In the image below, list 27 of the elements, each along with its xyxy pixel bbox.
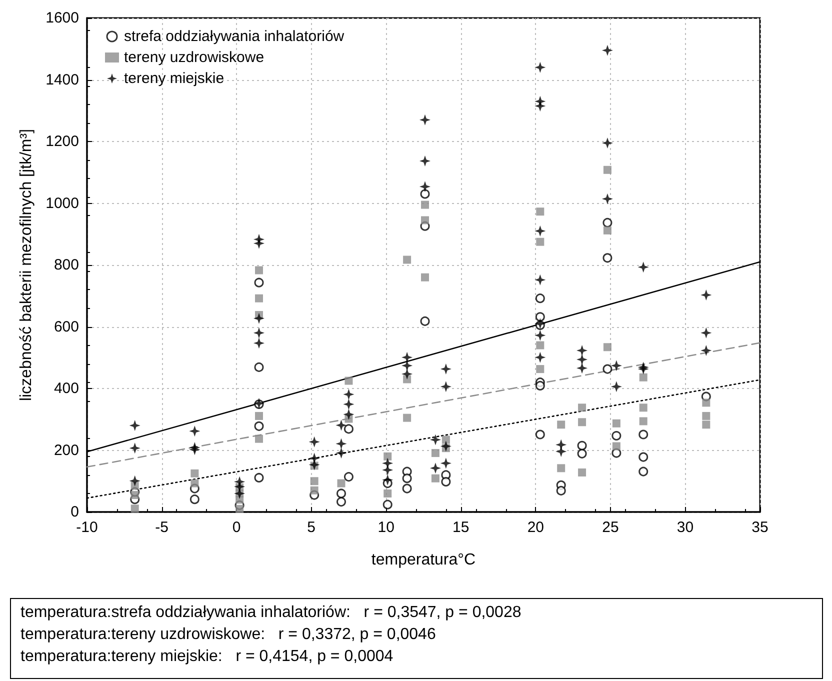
y-tick-label: 400 — [54, 380, 79, 397]
x-tick-label: 30 — [676, 519, 694, 536]
y-tick-label: 1000 — [46, 194, 79, 212]
x-tick-label: 35 — [752, 519, 768, 536]
legend-label: tereny uzdrowiskowe — [124, 49, 264, 66]
y-tick-label: 0 — [70, 504, 79, 520]
legend-label: tereny miejskie — [124, 70, 224, 87]
x-tick-label: -10 — [76, 519, 98, 536]
x-tick-label: -5 — [155, 519, 168, 536]
y-tick-label: 800 — [54, 256, 79, 274]
text: temperatura:tereny miejskie: r = 0,4154, p = 0,0004 — [20, 648, 394, 665]
legend-label: strefa oddziaływania inhalatoriów — [124, 28, 344, 45]
y-tick-label: 1600 — [46, 10, 79, 26]
text: temperatura:tereny uzdrowiskowe: r = 0,3372, p = 0,0046 — [20, 626, 436, 643]
text: temperatura:strefa oddziaływania inhalatoriów: r = 0,3547, p = 0,0028 — [20, 604, 522, 621]
y-tick-label: 600 — [54, 318, 79, 336]
x-axis-title: temperatura°C — [371, 552, 476, 568]
x-tick-label: 25 — [602, 519, 619, 536]
x-tick-label: 10 — [378, 519, 394, 536]
y-tick-label: 200 — [54, 442, 79, 459]
y-axis-title: liczebność bakterii mezofilnych [jtk/m³] — [18, 128, 36, 402]
x-tick-label: 20 — [527, 519, 544, 536]
x-tick-label: 5 — [307, 519, 316, 536]
x-tick-label: 15 — [452, 519, 470, 536]
y-tick-label: 1400 — [46, 71, 79, 88]
y-tick-label: 1200 — [46, 133, 79, 150]
x-tick-label: 0 — [232, 519, 241, 536]
